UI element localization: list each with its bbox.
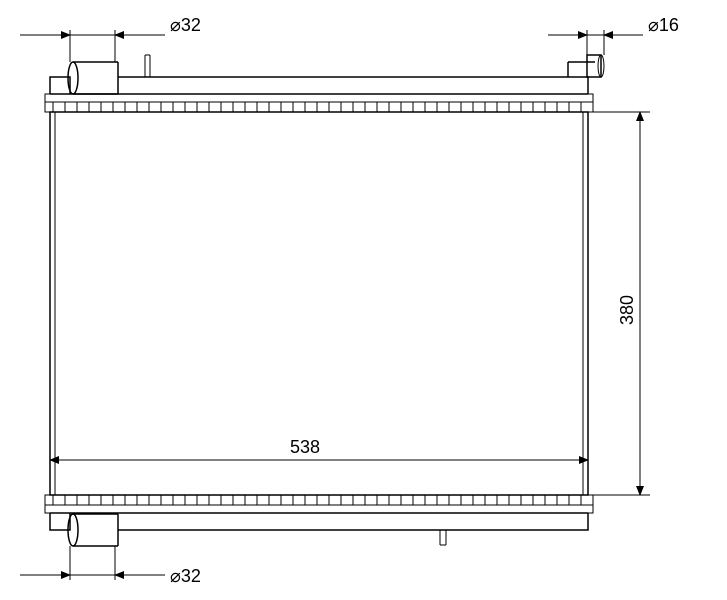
outlet-bottom xyxy=(68,514,118,546)
inlet-top xyxy=(68,55,150,94)
crimp-teeth-bottom xyxy=(53,495,581,505)
drain-bottom xyxy=(440,530,446,545)
dim-outlet-bottom-diameter: ⌀32 xyxy=(20,546,201,586)
radiator-drawing: ⌀32 ⌀16 ⌀32 538 380 xyxy=(0,0,727,600)
dim-width: 538 xyxy=(50,437,588,460)
outlet-top xyxy=(568,55,604,77)
dim-outlet-bottom-value: ⌀32 xyxy=(170,566,201,586)
crimp-bottom xyxy=(45,495,593,513)
dim-outlet-top-value: ⌀16 xyxy=(648,15,679,35)
crimp-top xyxy=(45,94,593,112)
crimp-teeth-top xyxy=(53,102,581,112)
bottom-tank xyxy=(45,495,593,546)
dim-outlet-top-diameter: ⌀16 xyxy=(548,15,679,55)
dim-height: 380 xyxy=(588,112,650,495)
dim-inlet-diameter: ⌀32 xyxy=(20,15,201,62)
top-tank xyxy=(45,55,604,112)
dim-width-value: 538 xyxy=(290,437,320,457)
dim-inlet-value: ⌀32 xyxy=(170,15,201,35)
dim-height-value: 380 xyxy=(617,295,637,325)
